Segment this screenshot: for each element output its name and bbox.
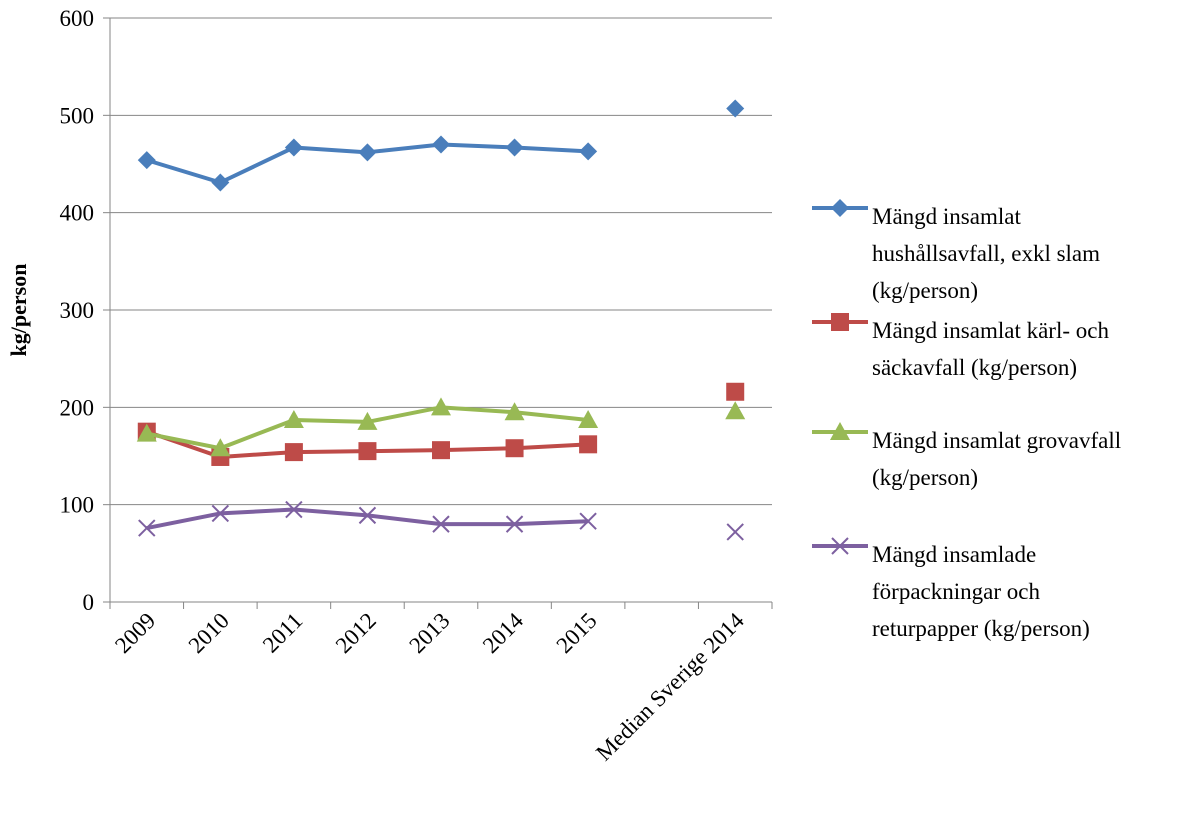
data-point (210, 438, 231, 457)
data-point (504, 402, 525, 421)
data-point (432, 135, 450, 154)
data-point (579, 142, 598, 161)
data-point (505, 515, 524, 533)
data-point (579, 512, 597, 530)
data-point (726, 99, 745, 118)
legend-marker (831, 537, 849, 555)
y-tick-label: 0 (83, 590, 95, 615)
data-point (726, 523, 744, 541)
legend-label: (kg/person) (872, 465, 978, 490)
x-tick-label: 2013 (404, 608, 454, 658)
series-4 (138, 500, 744, 541)
legend-item: Mängd insamlat hushållsavfall, exkl slam (… (812, 199, 1100, 303)
y-axis-ticks: 0 100 200 300 400 500 600 (60, 6, 110, 615)
data-point (284, 138, 303, 157)
legend: Mängd insamlat hushållsavfall, exkl slam (… (812, 199, 1121, 641)
data-point (136, 423, 157, 442)
legend-label: förpackningar och (872, 579, 1040, 604)
y-axis-title: kg/person (6, 264, 31, 357)
x-tick-label: 2009 (110, 608, 160, 658)
data-point (284, 443, 303, 462)
data-point (358, 442, 377, 461)
data-point (358, 143, 377, 162)
x-tick-label: Median Sverige 2014 (591, 608, 749, 766)
series-3 (136, 397, 746, 457)
data-point (505, 439, 524, 458)
y-tick-label: 200 (60, 395, 95, 420)
data-point (137, 151, 156, 170)
x-tick-label: 2011 (258, 608, 308, 658)
data-point (358, 506, 377, 525)
series-group (136, 99, 746, 541)
data-point (432, 441, 450, 460)
legend-label: (kg/person) (872, 278, 978, 303)
data-point (578, 409, 599, 428)
legend-label: Mängd insamlade (872, 542, 1036, 567)
y-tick-label: 300 (60, 298, 95, 323)
series-2 (137, 382, 745, 466)
y-tick-label: 500 (60, 103, 95, 128)
legend-label: hushållsavfall, exkl slam (872, 241, 1100, 266)
data-point (579, 435, 598, 454)
data-point (283, 409, 304, 428)
series-line (146, 507, 589, 530)
data-point (725, 401, 746, 420)
legend-item: Mängd insamlat kärl- och säckavfall (kg/p… (812, 313, 1109, 380)
legend-label: Mängd insamlat grovavfall (872, 428, 1121, 453)
legend-marker (831, 313, 849, 331)
legend-item: Mängd insamlat grovavfall (kg/person) (812, 422, 1121, 490)
gridlines (110, 17, 772, 506)
y-tick-label: 600 (60, 6, 95, 31)
y-tick-label: 100 (60, 493, 95, 518)
series-1 (137, 99, 745, 192)
legend-marker (830, 422, 850, 440)
legend-marker (831, 199, 849, 217)
data-point (211, 173, 230, 192)
x-tick-label: 2015 (551, 608, 601, 658)
data-point (432, 515, 450, 533)
data-point (211, 504, 230, 523)
legend-label: Mängd insamlat kärl- och (872, 318, 1109, 343)
x-tick-label: 2012 (331, 608, 381, 658)
x-tick-label: 2010 (184, 608, 234, 658)
data-point (505, 138, 524, 157)
legend-label: returpapper (kg/person) (872, 616, 1090, 641)
legend-item: Mängd insamlade förpackningar och returpap… (812, 537, 1090, 641)
data-point (138, 519, 156, 537)
data-point (285, 500, 303, 519)
data-point (726, 382, 745, 401)
data-point (357, 411, 378, 430)
legend-label: Mängd insamlat (872, 204, 1021, 229)
y-tick-label: 400 (60, 201, 95, 226)
x-tick-label: 2014 (478, 608, 529, 659)
data-point (431, 397, 451, 416)
legend-label: säckavfall (kg/person) (872, 355, 1077, 380)
